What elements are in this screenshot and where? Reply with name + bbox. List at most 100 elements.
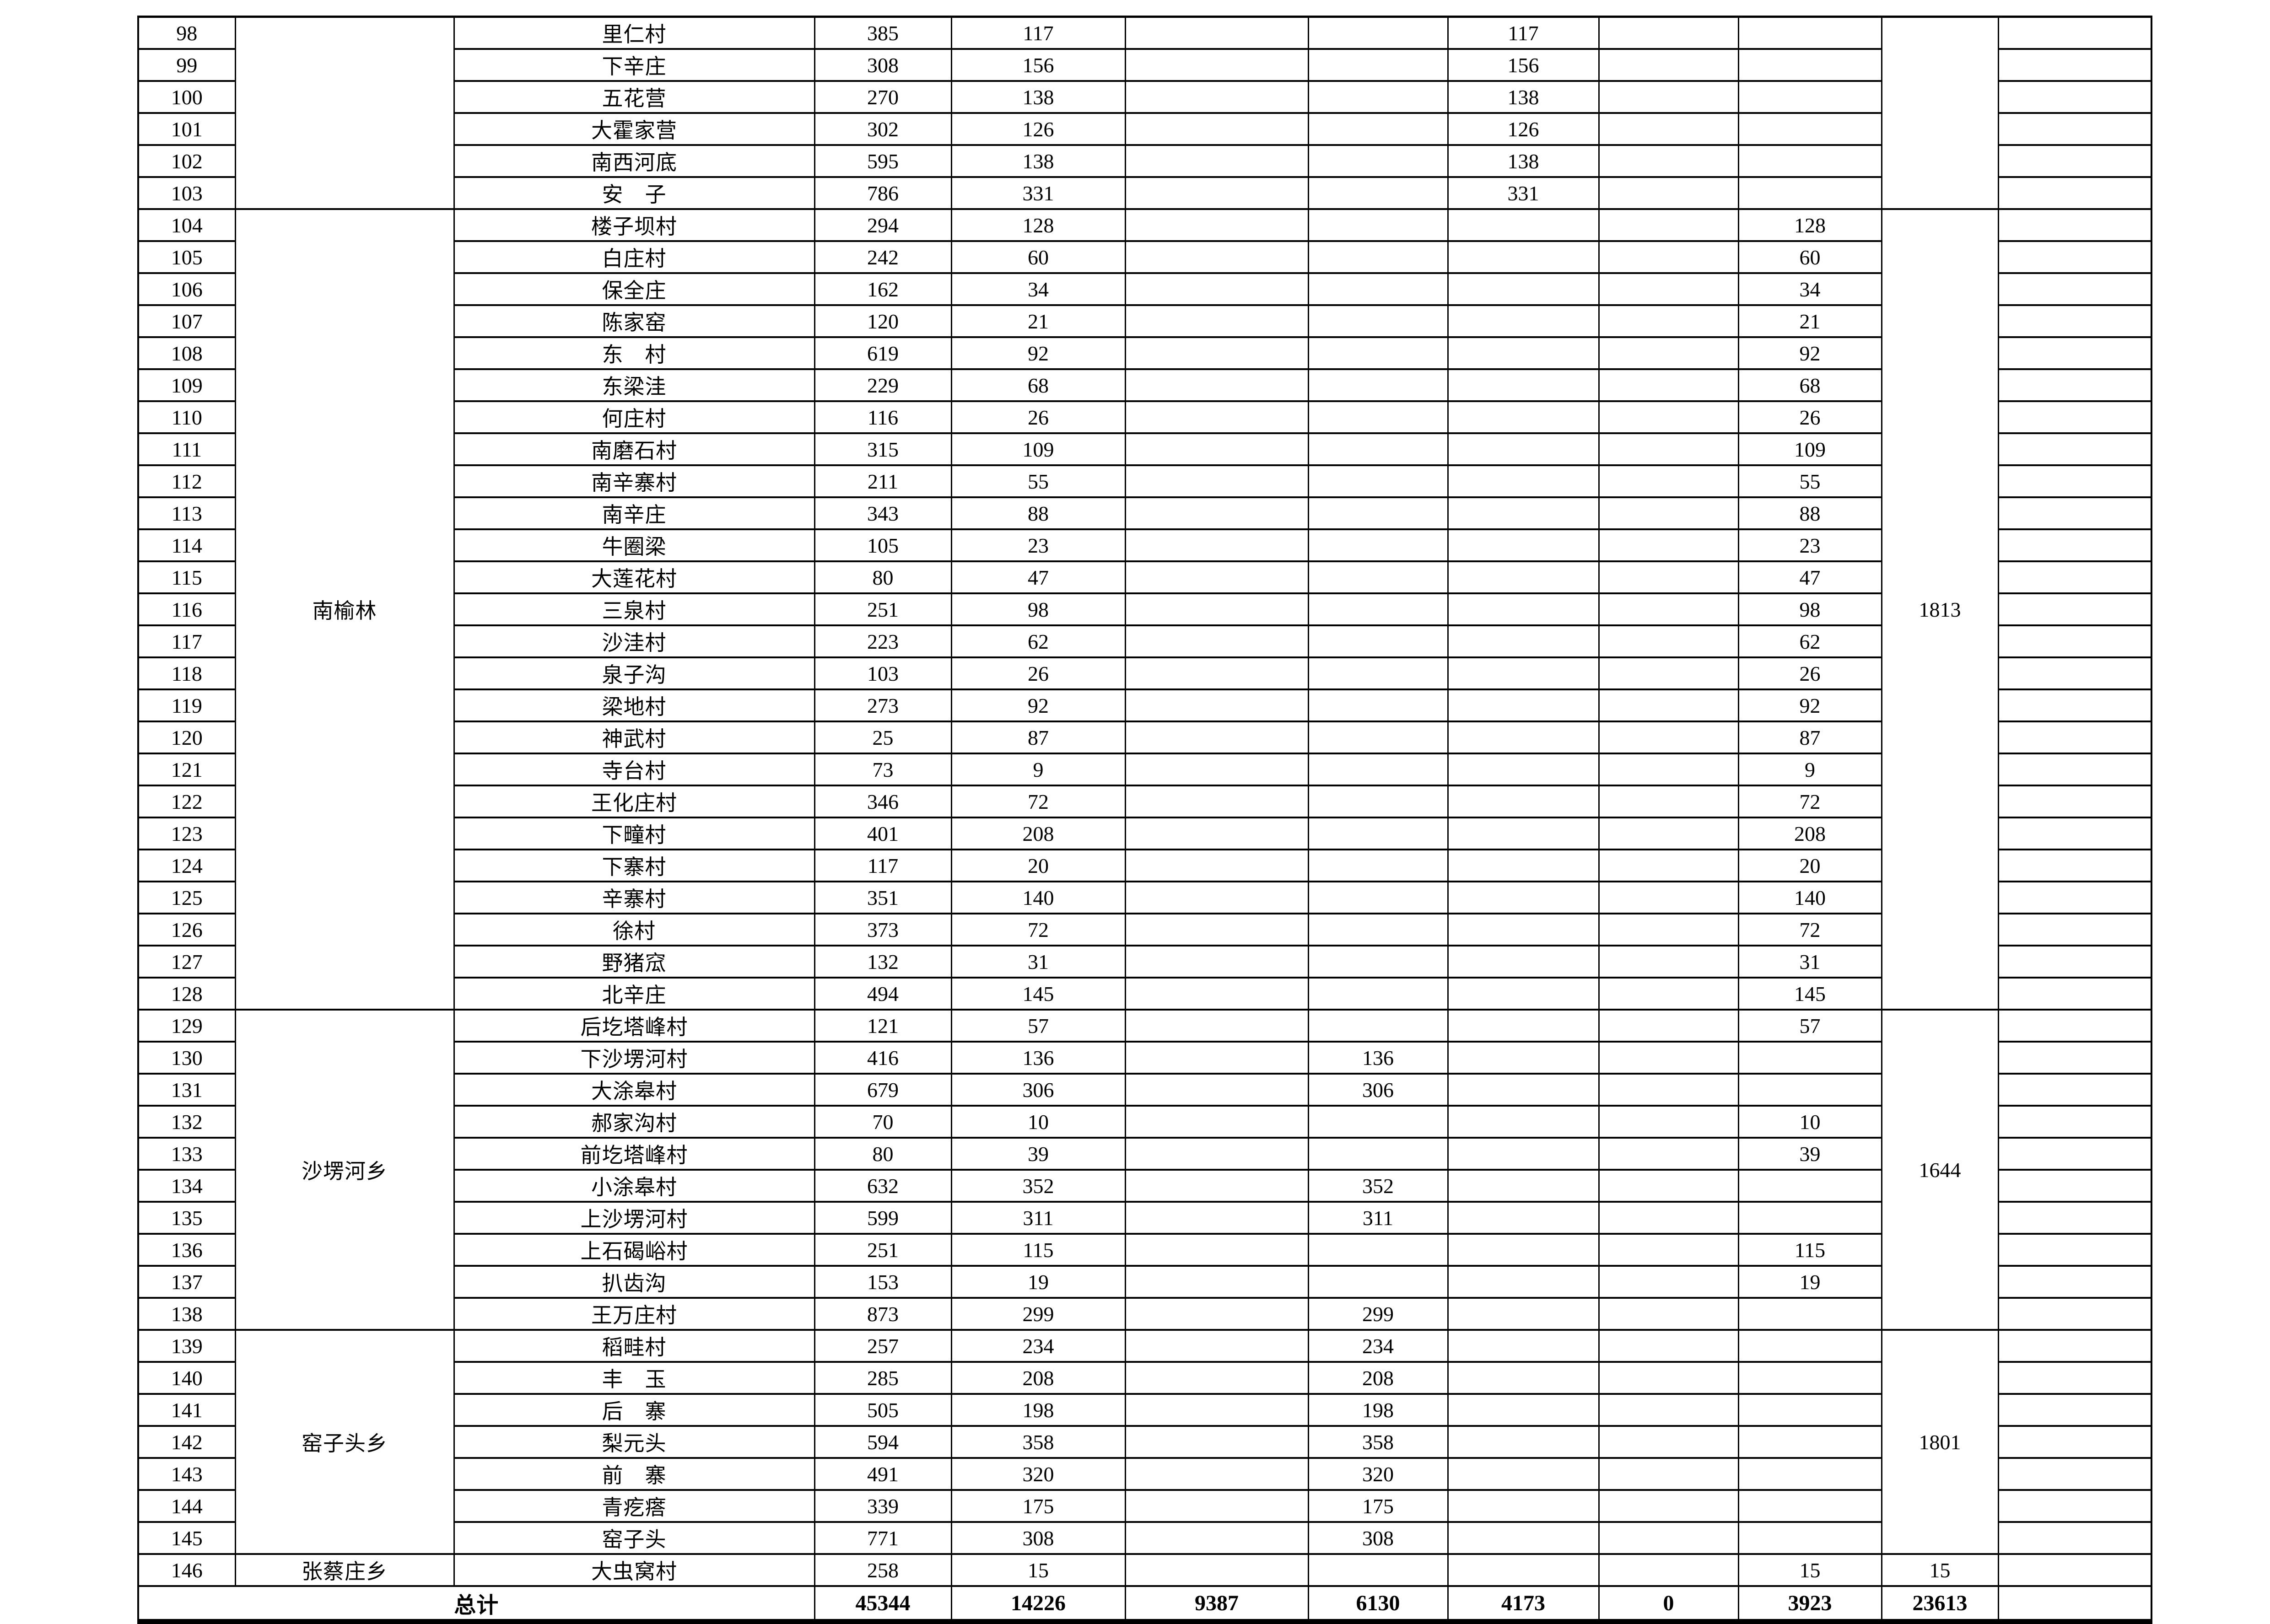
cell-col12 xyxy=(1997,1041,2152,1075)
cell-col12 xyxy=(1997,977,2152,1011)
cell-col6 xyxy=(1124,785,1309,818)
cell-row-number: 100 xyxy=(137,80,236,114)
cell-village-name: 下疃村 xyxy=(453,817,815,850)
cell-col7: 299 xyxy=(1307,1297,1449,1331)
cell-population: 294 xyxy=(814,208,952,242)
cell-total: 68 xyxy=(950,368,1126,402)
cell-population: 73 xyxy=(814,753,952,786)
cell-col8 xyxy=(1447,849,1600,882)
cell-col7 xyxy=(1307,688,1449,722)
cell-total: 92 xyxy=(950,336,1126,370)
cell-village-name: 何庄村 xyxy=(453,400,815,434)
cell-col7 xyxy=(1307,849,1449,882)
cell-col8 xyxy=(1447,208,1600,242)
cell-row-number: 103 xyxy=(137,176,236,210)
cell-col8 xyxy=(1447,977,1600,1011)
cell-row-number: 105 xyxy=(137,240,236,274)
cell-row-number: 98 xyxy=(137,16,236,50)
cell-village-name: 徐村 xyxy=(453,913,815,946)
cell-col8 xyxy=(1447,945,1600,979)
cell-population: 595 xyxy=(814,144,952,178)
cell-col9 xyxy=(1598,112,1739,146)
cell-col6 xyxy=(1124,496,1309,530)
cell-col9 xyxy=(1598,144,1739,178)
cell-col6 xyxy=(1124,1233,1309,1267)
cell-col9 xyxy=(1598,945,1739,979)
cell-col12 xyxy=(1997,1457,2152,1491)
cell-col8 xyxy=(1447,368,1600,402)
table-row: 117 沙洼村 223 62 62 xyxy=(137,624,2152,658)
cell-village-name: 下辛庄 xyxy=(453,48,815,82)
cell-col12 xyxy=(1997,592,2152,626)
cell-population: 302 xyxy=(814,112,952,146)
cell-col12 xyxy=(1997,881,2152,914)
cell-row-number: 145 xyxy=(137,1521,236,1555)
cell-col7: 306 xyxy=(1307,1073,1449,1107)
cell-population: 679 xyxy=(814,1073,952,1107)
cell-total: 138 xyxy=(950,144,1126,178)
cell-col9 xyxy=(1598,16,1739,50)
cell-col8 xyxy=(1447,753,1600,786)
cell-row-number: 113 xyxy=(137,496,236,530)
cell-col8 xyxy=(1447,1169,1600,1203)
cell-col6 xyxy=(1124,560,1309,594)
cell-col10: 62 xyxy=(1737,624,1882,658)
table-row: 140 丰 玉 285 208 208 xyxy=(137,1361,2152,1395)
cell-col8 xyxy=(1447,785,1600,818)
cell-row-number: 119 xyxy=(137,688,236,722)
cell-row-number: 134 xyxy=(137,1169,236,1203)
cell-total: 87 xyxy=(950,721,1126,754)
table-row: 108 东 村 619 92 92 xyxy=(137,336,2152,370)
cell-row-number: 144 xyxy=(137,1489,236,1523)
totals-col10: 3923 xyxy=(1737,1585,1882,1623)
cell-col6 xyxy=(1124,16,1309,50)
cell-col12 xyxy=(1997,1233,2152,1267)
cell-row-number: 125 xyxy=(137,881,236,914)
cell-col9 xyxy=(1598,1009,1739,1043)
cell-col7 xyxy=(1307,176,1449,210)
cell-col12 xyxy=(1997,1009,2152,1043)
cell-total: 234 xyxy=(950,1329,1126,1363)
cell-col6 xyxy=(1124,1489,1309,1523)
cell-col8: 126 xyxy=(1447,112,1600,146)
cell-col8 xyxy=(1447,656,1600,690)
cell-col12 xyxy=(1997,528,2152,562)
cell-population: 229 xyxy=(814,368,952,402)
cell-col9 xyxy=(1598,464,1739,498)
table-row: 115 大莲花村 80 47 47 xyxy=(137,560,2152,594)
cell-col9 xyxy=(1598,560,1739,594)
cell-col6 xyxy=(1124,1329,1309,1363)
cell-col6 xyxy=(1124,1041,1309,1075)
cell-col10: 60 xyxy=(1737,240,1882,274)
cell-row-number: 123 xyxy=(137,817,236,850)
cell-total: 138 xyxy=(950,80,1126,114)
cell-col7 xyxy=(1307,817,1449,850)
cell-total: 21 xyxy=(950,304,1126,338)
cell-population: 771 xyxy=(814,1521,952,1555)
cell-col12 xyxy=(1997,208,2152,242)
cell-col7: 208 xyxy=(1307,1361,1449,1395)
cell-col6 xyxy=(1124,336,1309,370)
cell-col6 xyxy=(1124,1073,1309,1107)
cell-col10: 92 xyxy=(1737,688,1882,722)
cell-col6 xyxy=(1124,464,1309,498)
cell-col10 xyxy=(1737,48,1882,82)
cell-township xyxy=(234,16,455,210)
cell-village-name: 南辛寨村 xyxy=(453,464,815,498)
table-row: 114 牛圈梁 105 23 23 xyxy=(137,528,2152,562)
table-row: 133 前圪塔峰村 80 39 39 xyxy=(137,1137,2152,1171)
cell-col7 xyxy=(1307,208,1449,242)
cell-col8 xyxy=(1447,240,1600,274)
cell-col7 xyxy=(1307,240,1449,274)
totals-label: 总计 xyxy=(137,1585,815,1623)
cell-village-name: 里仁村 xyxy=(453,16,815,50)
cell-col12 xyxy=(1997,1521,2152,1555)
cell-township-total: 1644 xyxy=(1881,1009,1999,1331)
cell-row-number: 138 xyxy=(137,1297,236,1331)
cell-row-number: 115 xyxy=(137,560,236,594)
cell-col9 xyxy=(1598,1361,1739,1395)
cell-row-number: 118 xyxy=(137,656,236,690)
cell-col9 xyxy=(1598,1233,1739,1267)
cell-col9 xyxy=(1598,1105,1739,1139)
cell-col9 xyxy=(1598,1137,1739,1171)
